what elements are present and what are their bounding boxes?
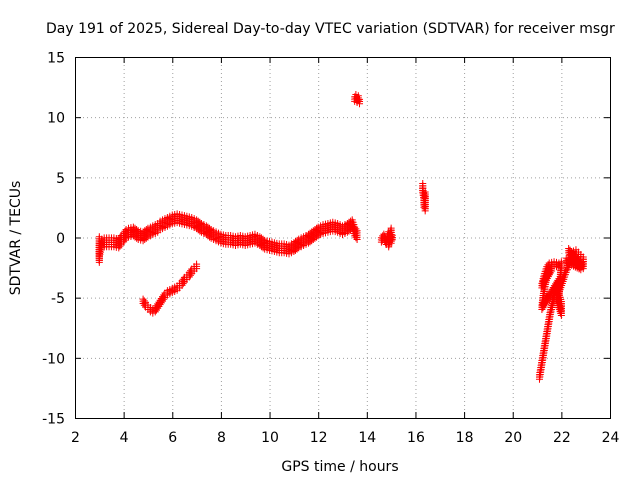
y-tick-label: -15	[42, 412, 65, 428]
data-point	[121, 236, 129, 244]
data-point	[313, 233, 321, 241]
chart-title: Day 191 of 2025, Sidereal Day-to-day VTE…	[46, 21, 615, 37]
x-axis: 2 4 6 8 10 12 14 16 18 20 22 24	[71, 57, 619, 446]
data-point	[155, 302, 163, 310]
data-point	[566, 260, 574, 268]
x-tick-label: 18	[456, 430, 474, 446]
data-point	[154, 304, 162, 312]
data-point	[142, 234, 150, 242]
data-point	[353, 235, 361, 243]
data-point	[543, 267, 551, 275]
data-point	[577, 266, 585, 274]
data-point	[544, 265, 552, 273]
data-point	[152, 306, 160, 314]
x-axis-label: GPS time / hours	[281, 459, 398, 475]
data-point	[187, 271, 195, 279]
x-tick-label: 20	[504, 430, 522, 446]
data-point	[570, 262, 578, 270]
data-point	[356, 100, 364, 108]
data-point	[562, 259, 570, 267]
data-point	[185, 273, 193, 281]
series-2	[351, 91, 364, 108]
x-tick-label: 6	[168, 430, 177, 446]
x-tick-label: 14	[358, 430, 376, 446]
x-tick-label: 10	[261, 430, 279, 446]
data-point	[156, 301, 164, 309]
series-1	[139, 260, 201, 317]
data-point	[564, 259, 572, 267]
data-point	[568, 261, 576, 269]
data-point	[116, 242, 124, 250]
x-tick-label: 2	[71, 430, 80, 446]
data-points	[95, 91, 587, 383]
data-point	[193, 265, 201, 273]
y-tick-label: -10	[42, 351, 65, 367]
y-tick-label: 10	[47, 111, 65, 127]
x-tick-label: 22	[553, 430, 571, 446]
x-tick-label: 8	[217, 430, 226, 446]
y-tick-label: 5	[56, 171, 65, 187]
x-tick-label: 24	[602, 430, 620, 446]
y-axis: 15 10 5 0 -5 -10 -15	[42, 51, 610, 428]
y-tick-label: 15	[47, 51, 65, 67]
y-tick-label: -5	[51, 291, 65, 307]
data-point	[160, 295, 168, 303]
series-3	[377, 224, 396, 251]
data-point	[575, 265, 583, 273]
data-point	[178, 281, 186, 289]
series-4	[419, 180, 429, 215]
x-tick-label: 12	[310, 430, 328, 446]
data-point	[573, 264, 581, 272]
series-0	[95, 210, 361, 266]
data-point	[157, 299, 165, 307]
data-point	[159, 297, 167, 305]
x-tick-label: 16	[407, 430, 425, 446]
data-point	[115, 244, 123, 252]
data-point	[571, 263, 579, 271]
y-axis-label: SDTVAR / TECUs	[8, 181, 24, 296]
data-point	[421, 192, 429, 200]
data-point	[388, 236, 396, 244]
data-point	[354, 96, 362, 104]
data-point	[293, 245, 301, 253]
data-point	[120, 238, 128, 246]
series-5	[535, 245, 587, 383]
data-point	[179, 280, 187, 288]
data-point	[387, 239, 395, 247]
data-point	[151, 308, 159, 316]
y-tick-label: 0	[56, 231, 65, 247]
x-tick-label: 4	[120, 430, 129, 446]
